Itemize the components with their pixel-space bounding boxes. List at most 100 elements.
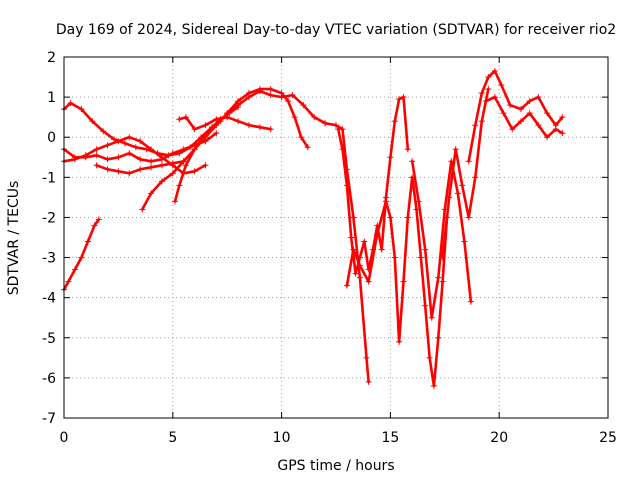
series-line	[62, 135, 207, 175]
data-point	[322, 120, 329, 127]
data-point	[472, 122, 479, 129]
data-point	[485, 74, 492, 81]
data-point	[467, 298, 474, 305]
y-tick-label: -2	[42, 210, 56, 226]
data-point	[148, 164, 155, 171]
data-point	[517, 106, 524, 113]
series-line	[62, 218, 101, 291]
data-point	[213, 116, 220, 123]
data-point	[180, 146, 187, 153]
data-point	[176, 182, 183, 189]
series-track-1	[61, 216, 102, 293]
data-point	[65, 278, 72, 285]
data-point	[285, 98, 292, 105]
data-point	[245, 90, 252, 97]
data-point	[374, 230, 381, 237]
data-point	[378, 246, 385, 253]
data-point	[148, 190, 155, 197]
series-track-15	[465, 68, 566, 165]
data-point	[91, 222, 98, 229]
series-line	[141, 89, 262, 211]
data-point	[126, 170, 133, 177]
data-point	[422, 302, 429, 309]
data-point	[365, 378, 372, 385]
data-point	[446, 194, 453, 201]
data-point	[439, 278, 446, 285]
data-point	[483, 98, 490, 105]
y-tick-label: 0	[47, 130, 56, 146]
data-point	[387, 154, 394, 161]
data-point	[491, 94, 498, 101]
data-point	[552, 126, 559, 133]
data-point	[461, 238, 468, 245]
data-point	[465, 158, 472, 165]
data-point	[435, 334, 442, 341]
series-line	[484, 95, 564, 139]
data-point	[350, 214, 357, 221]
y-axis-label: SDTVAR / TECUs	[6, 181, 22, 296]
data-point	[472, 174, 479, 181]
data-point	[478, 90, 485, 97]
data-point	[126, 134, 133, 141]
data-point	[339, 146, 346, 153]
data-point	[89, 118, 96, 125]
series-track-10	[256, 88, 372, 385]
y-tick-label: -1	[42, 170, 56, 186]
data-point	[526, 110, 533, 117]
data-point	[343, 282, 350, 289]
y-tick-label: -5	[42, 331, 56, 347]
data-point	[169, 160, 176, 167]
data-point	[71, 156, 78, 163]
series-track-11	[335, 94, 411, 277]
data-point	[491, 68, 498, 75]
data-point	[356, 262, 363, 269]
series-track-13	[409, 158, 474, 321]
data-point	[439, 254, 446, 261]
data-point	[559, 114, 566, 121]
data-point	[158, 154, 165, 161]
data-point	[507, 102, 514, 109]
data-point	[78, 254, 85, 261]
data-point	[111, 136, 118, 143]
x-tick-label: 20	[490, 430, 508, 446]
chart-title: Day 169 of 2024, Sidereal Day-to-day VTE…	[56, 22, 616, 38]
x-tick-label: 15	[381, 430, 399, 446]
data-point	[191, 168, 198, 175]
data-point	[300, 102, 307, 109]
series-line	[410, 160, 473, 320]
data-point	[148, 146, 155, 153]
data-point	[235, 98, 242, 105]
x-tick-label: 10	[273, 430, 291, 446]
data-point	[435, 274, 442, 281]
data-point	[517, 118, 524, 125]
data-point	[400, 94, 407, 101]
data-point	[291, 114, 298, 121]
data-point	[71, 266, 78, 273]
data-point	[361, 238, 368, 245]
data-point	[267, 92, 274, 99]
data-point	[559, 130, 566, 137]
data-point	[235, 118, 242, 125]
data-point	[78, 106, 85, 113]
series-track-7	[171, 118, 224, 205]
data-point	[348, 234, 355, 241]
data-point	[267, 86, 274, 93]
data-point	[356, 274, 363, 281]
data-point	[132, 144, 139, 151]
data-point	[191, 126, 198, 133]
data-point	[465, 214, 472, 221]
grid-layer	[64, 57, 608, 418]
data-point	[84, 238, 91, 245]
data-point	[509, 126, 516, 133]
series-line	[178, 115, 273, 131]
series-line	[225, 87, 310, 149]
y-tick-label: 2	[47, 50, 56, 66]
data-point	[422, 246, 429, 253]
data-point	[335, 126, 342, 133]
data-point	[430, 382, 437, 389]
data-point	[180, 158, 187, 165]
data-point	[137, 138, 144, 145]
data-point	[535, 122, 542, 129]
data-point	[428, 314, 435, 321]
